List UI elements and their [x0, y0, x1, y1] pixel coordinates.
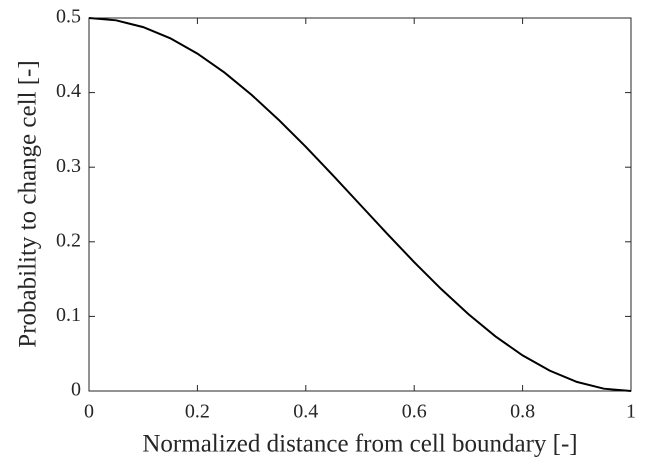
x-tick-label: 0.2 — [185, 401, 210, 423]
x-tick-label: 0.6 — [402, 401, 427, 423]
y-tick-label: 0.3 — [56, 155, 81, 177]
plot-frame — [88, 17, 632, 392]
y-tick-label: 0.5 — [56, 6, 81, 28]
x-tick-label: 0.8 — [510, 401, 535, 423]
x-tick-label: 1 — [626, 401, 636, 423]
y-axis-label: Probability to change cell [-] — [15, 60, 42, 347]
y-tick-label: 0 — [71, 379, 81, 401]
data-line — [88, 17, 632, 392]
y-tick-label: 0.4 — [56, 80, 81, 102]
y-tick-label: 0.2 — [56, 229, 81, 251]
x-tick-label: 0 — [84, 401, 94, 423]
x-tick-label: 0.4 — [293, 401, 318, 423]
x-axis-label: Normalized distance from cell boundary [… — [142, 431, 577, 458]
y-tick-label: 0.1 — [56, 304, 81, 326]
